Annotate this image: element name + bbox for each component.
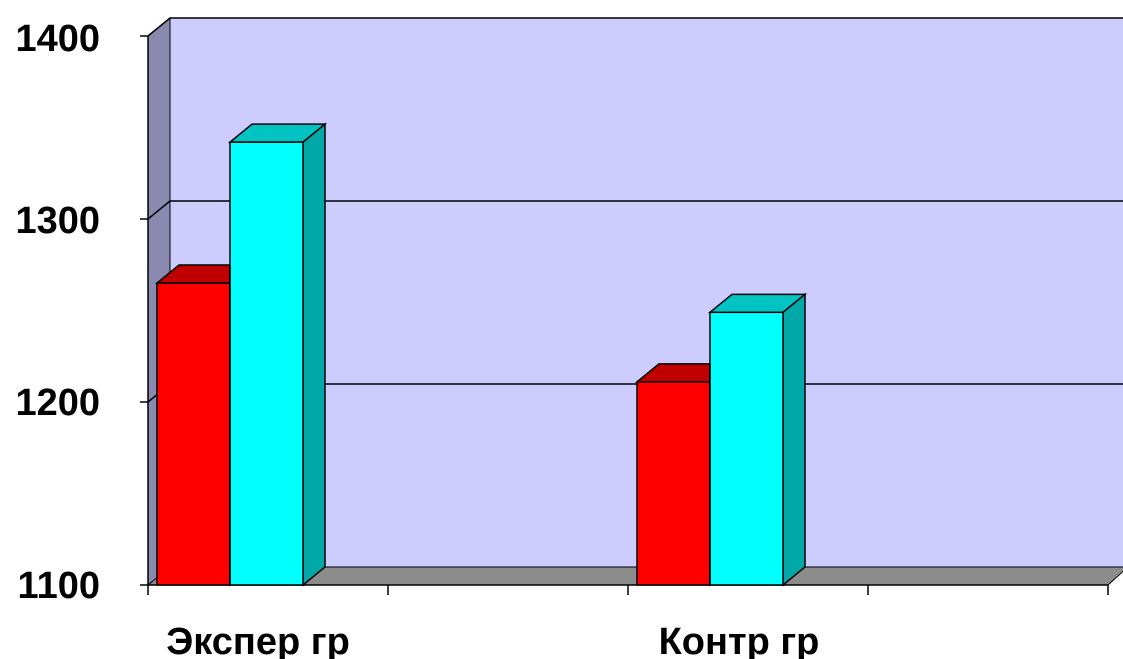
y-tick-label: 1100 — [18, 565, 100, 607]
gridline — [147, 17, 1123, 37]
axes — [140, 35, 1109, 595]
bar — [636, 381, 711, 586]
bars — [154, 122, 808, 587]
x-category-label: Контр гр — [659, 621, 820, 659]
gridline — [147, 200, 1123, 220]
bar-side — [782, 292, 806, 587]
bar — [709, 311, 784, 586]
bar — [156, 282, 231, 586]
y-tick-label: 1200 — [15, 382, 100, 424]
x-category-label: Экспер гр — [166, 621, 350, 659]
y-tick-label: 1300 — [15, 200, 100, 242]
y-tick-label: 1400 — [15, 18, 100, 60]
bar-side — [302, 122, 326, 587]
bar — [229, 141, 304, 586]
